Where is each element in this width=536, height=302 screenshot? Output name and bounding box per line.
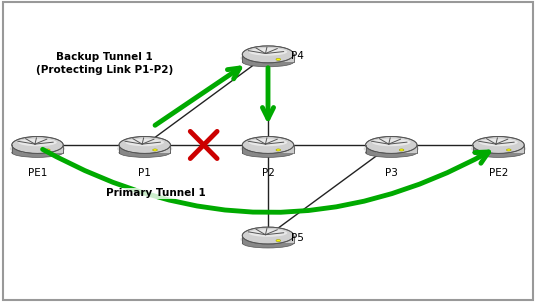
FancyBboxPatch shape xyxy=(3,2,533,300)
Ellipse shape xyxy=(473,137,524,153)
Polygon shape xyxy=(242,236,252,243)
Ellipse shape xyxy=(242,46,294,63)
Text: P5: P5 xyxy=(291,233,304,243)
Ellipse shape xyxy=(242,227,294,244)
Ellipse shape xyxy=(242,148,294,157)
Polygon shape xyxy=(119,145,170,153)
Ellipse shape xyxy=(249,139,287,146)
Ellipse shape xyxy=(46,149,50,151)
Polygon shape xyxy=(473,145,483,153)
Polygon shape xyxy=(242,54,252,62)
Ellipse shape xyxy=(249,229,287,237)
Text: PE1: PE1 xyxy=(28,168,47,178)
Ellipse shape xyxy=(276,239,281,242)
Ellipse shape xyxy=(276,58,281,60)
Ellipse shape xyxy=(366,137,417,153)
Ellipse shape xyxy=(479,139,518,146)
Ellipse shape xyxy=(473,148,524,157)
Polygon shape xyxy=(12,145,22,153)
Ellipse shape xyxy=(12,137,63,153)
Polygon shape xyxy=(281,145,294,153)
Ellipse shape xyxy=(241,234,295,244)
Ellipse shape xyxy=(472,144,525,154)
Ellipse shape xyxy=(119,137,170,153)
Ellipse shape xyxy=(372,139,411,146)
Ellipse shape xyxy=(249,48,287,56)
Polygon shape xyxy=(281,54,294,62)
Ellipse shape xyxy=(242,238,294,248)
Polygon shape xyxy=(404,145,417,153)
Polygon shape xyxy=(242,145,252,153)
Ellipse shape xyxy=(241,53,295,63)
Polygon shape xyxy=(158,145,170,153)
Polygon shape xyxy=(242,145,294,153)
Polygon shape xyxy=(50,145,63,153)
Ellipse shape xyxy=(11,144,64,154)
Polygon shape xyxy=(12,145,63,153)
Polygon shape xyxy=(473,145,524,153)
Polygon shape xyxy=(511,145,524,153)
Text: Backup Tunnel 1
(Protecting Link P1-P2): Backup Tunnel 1 (Protecting Link P1-P2) xyxy=(36,52,173,75)
Ellipse shape xyxy=(399,149,404,151)
Ellipse shape xyxy=(276,149,281,151)
Ellipse shape xyxy=(364,144,418,154)
Text: Primary Tunnel 1: Primary Tunnel 1 xyxy=(106,188,205,198)
Polygon shape xyxy=(366,145,376,153)
Ellipse shape xyxy=(125,139,164,146)
Polygon shape xyxy=(242,54,294,62)
Ellipse shape xyxy=(118,144,172,154)
Ellipse shape xyxy=(366,148,417,157)
Ellipse shape xyxy=(507,149,511,151)
Polygon shape xyxy=(119,145,129,153)
Ellipse shape xyxy=(12,148,63,157)
Ellipse shape xyxy=(119,148,170,157)
Text: P1: P1 xyxy=(138,168,151,178)
Ellipse shape xyxy=(18,139,57,146)
Polygon shape xyxy=(281,236,294,243)
Ellipse shape xyxy=(153,149,158,151)
Ellipse shape xyxy=(241,144,295,154)
Text: P3: P3 xyxy=(385,168,398,178)
Text: P2: P2 xyxy=(262,168,274,178)
Text: PE2: PE2 xyxy=(489,168,508,178)
Ellipse shape xyxy=(242,137,294,153)
Text: P4: P4 xyxy=(291,51,304,61)
Polygon shape xyxy=(366,145,417,153)
Polygon shape xyxy=(242,236,294,243)
Ellipse shape xyxy=(242,57,294,67)
